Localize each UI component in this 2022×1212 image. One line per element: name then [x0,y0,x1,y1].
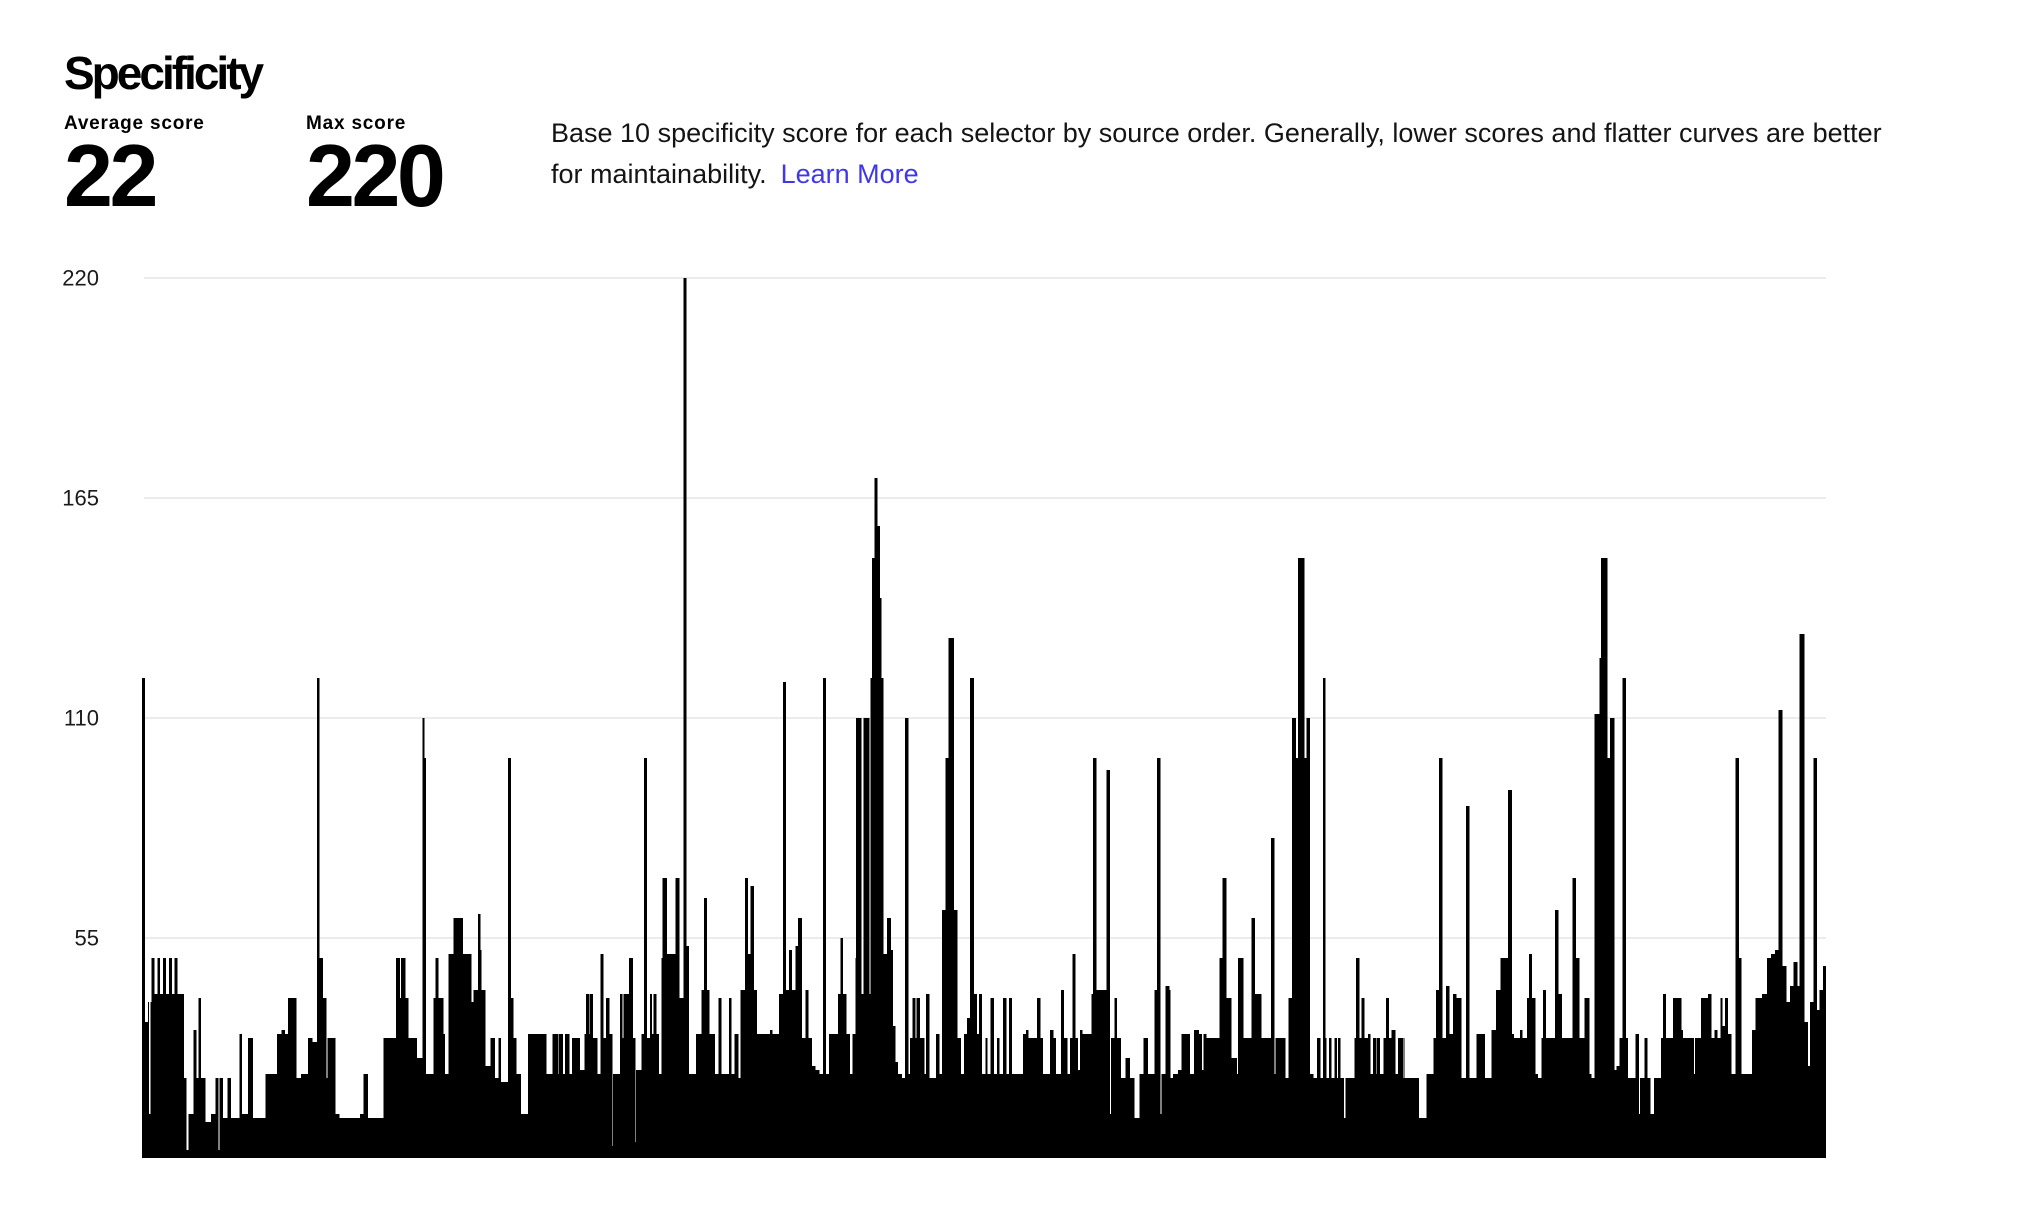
svg-text:55: 55 [75,926,99,951]
svg-text:165: 165 [62,486,99,511]
svg-text:220: 220 [62,266,99,291]
svg-text:110: 110 [64,706,99,731]
